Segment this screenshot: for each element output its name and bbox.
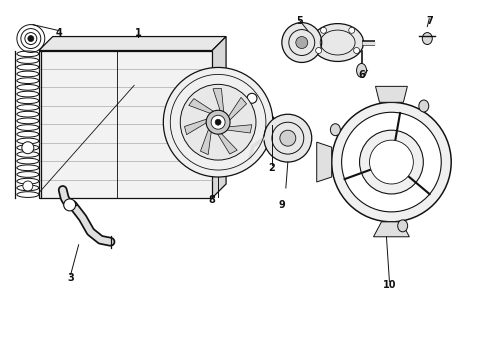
Ellipse shape <box>330 124 341 136</box>
Circle shape <box>369 140 414 184</box>
Ellipse shape <box>419 100 429 112</box>
Circle shape <box>28 36 34 41</box>
Polygon shape <box>39 50 212 198</box>
Circle shape <box>23 181 33 191</box>
Text: 4: 4 <box>55 28 62 37</box>
Ellipse shape <box>422 32 432 45</box>
Ellipse shape <box>398 220 408 232</box>
Circle shape <box>320 27 326 33</box>
Ellipse shape <box>312 24 364 62</box>
Circle shape <box>206 110 230 134</box>
Text: 7: 7 <box>426 15 433 26</box>
Circle shape <box>316 48 321 54</box>
Polygon shape <box>200 127 212 154</box>
Circle shape <box>247 93 257 103</box>
Polygon shape <box>375 86 407 102</box>
Polygon shape <box>227 97 246 122</box>
Text: 3: 3 <box>67 273 74 283</box>
Polygon shape <box>217 132 237 154</box>
Polygon shape <box>212 37 226 198</box>
Circle shape <box>349 27 355 33</box>
Text: 6: 6 <box>358 71 365 80</box>
Circle shape <box>180 84 256 160</box>
Circle shape <box>163 67 273 177</box>
Polygon shape <box>373 222 409 237</box>
Polygon shape <box>317 142 332 182</box>
Polygon shape <box>189 99 216 114</box>
Text: 5: 5 <box>296 15 303 26</box>
Circle shape <box>360 130 423 194</box>
Circle shape <box>282 23 322 62</box>
Polygon shape <box>213 89 224 114</box>
Text: 10: 10 <box>383 280 396 289</box>
Circle shape <box>211 115 225 129</box>
Text: 8: 8 <box>209 195 216 205</box>
Circle shape <box>264 114 312 162</box>
Text: 1: 1 <box>135 28 142 37</box>
Ellipse shape <box>357 63 367 77</box>
Circle shape <box>22 142 34 154</box>
Polygon shape <box>39 37 226 50</box>
Circle shape <box>280 130 296 146</box>
Circle shape <box>354 48 360 54</box>
Circle shape <box>342 112 441 212</box>
Circle shape <box>215 119 221 125</box>
Text: 9: 9 <box>278 200 285 210</box>
Polygon shape <box>185 118 209 135</box>
Text: 2: 2 <box>269 163 275 173</box>
Circle shape <box>332 102 451 222</box>
Polygon shape <box>225 125 252 133</box>
Circle shape <box>296 37 308 49</box>
Circle shape <box>64 199 75 211</box>
